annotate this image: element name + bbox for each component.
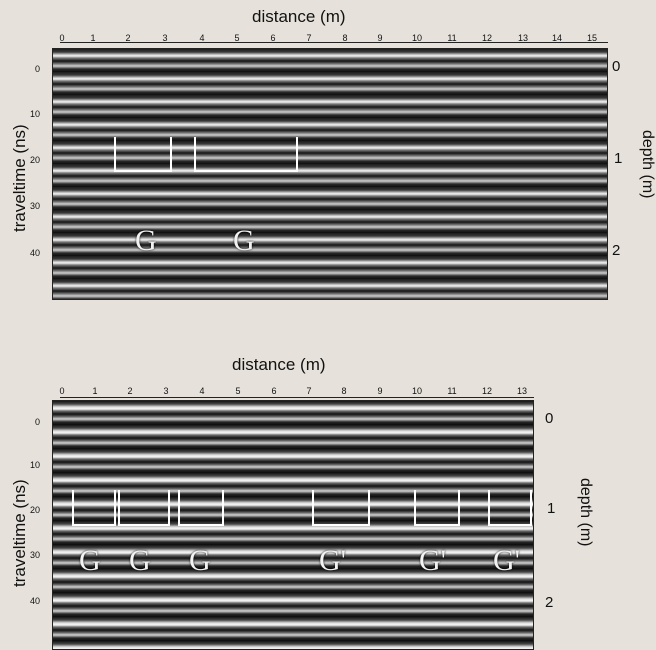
- x-tick-label: 10: [411, 33, 423, 43]
- x-tick-label: 12: [481, 386, 493, 396]
- x-tick-label: 3: [162, 33, 168, 43]
- grave-label: G: [233, 224, 255, 257]
- grave-label: G': [319, 544, 347, 577]
- grave-markers-bottom: [72, 490, 532, 526]
- grave-marker: [414, 490, 460, 526]
- radargram-top: G G: [52, 48, 608, 300]
- x-tick-label: 0: [59, 33, 65, 43]
- depth-tick-label: 2: [612, 242, 621, 259]
- depth-axis-title: depth (m): [577, 478, 594, 547]
- y-tick-label: 20: [29, 155, 40, 165]
- y-axis-title: traveltime (ns): [10, 124, 29, 232]
- x-tick-label: 3: [163, 386, 169, 396]
- depth-tick-label: 0: [612, 58, 621, 75]
- x-tick-label: 7: [306, 33, 312, 43]
- grave-label: G: [135, 224, 157, 257]
- x-tick-label: 9: [377, 386, 383, 396]
- x-tick-label: 6: [271, 386, 277, 396]
- x-tick-label: 14: [551, 33, 563, 43]
- x-tick-label: 11: [447, 386, 457, 396]
- x-tick-label: 1: [92, 386, 98, 396]
- x-tick-label: 2: [127, 386, 133, 396]
- x-tick-label: 10: [411, 386, 423, 396]
- depth-tick-label: 2: [545, 594, 554, 611]
- x-tick-label: 11: [447, 33, 457, 43]
- x-tick-label: 4: [199, 386, 205, 396]
- depth-tick-label: 1: [547, 500, 556, 517]
- y-tick-label: 30: [29, 550, 40, 560]
- x-tick-label: 13: [516, 386, 528, 396]
- grave-label: G': [419, 544, 447, 577]
- grave-label: G: [79, 544, 101, 577]
- y-tick-label: 40: [29, 248, 40, 258]
- grave-marker: [488, 490, 532, 526]
- grave-marker: [312, 490, 370, 526]
- y-tick-label: 0: [34, 64, 40, 74]
- depth-tick-label: 1: [614, 150, 623, 167]
- y-tick-label: 0: [34, 417, 40, 427]
- x-tick-label: 15: [586, 33, 598, 43]
- grave-markers-top: [114, 137, 298, 172]
- y-axis-title: traveltime (ns): [10, 479, 29, 587]
- x-tick-label: 1: [90, 33, 96, 43]
- x-tick-label: 8: [341, 386, 347, 396]
- y-tick-label: 20: [29, 505, 40, 515]
- x-tick-label: 6: [270, 33, 276, 43]
- grave-label: G': [493, 544, 521, 577]
- x-tick-label: 13: [517, 33, 529, 43]
- x-tick-label: 0: [59, 386, 65, 396]
- grave-label: G: [129, 544, 151, 577]
- x-tick-label: 2: [125, 33, 131, 43]
- x-tick-label: 4: [199, 33, 205, 43]
- x-axis-line: [60, 391, 534, 398]
- grave-marker: [194, 137, 298, 172]
- depth-tick-label: 0: [545, 410, 554, 427]
- x-axis-title: distance (m): [252, 7, 346, 26]
- y-tick-label: 10: [29, 460, 40, 470]
- x-tick-label: 5: [235, 386, 241, 396]
- x-tick-label: 9: [377, 33, 383, 43]
- depth-axis-title: depth (m): [639, 130, 656, 199]
- y-tick-label: 10: [29, 109, 40, 119]
- grave-marker: [178, 490, 224, 526]
- grave-marker: [118, 490, 170, 526]
- radargram-bottom: G G G G' G' G': [52, 400, 534, 650]
- grave-label: G: [189, 544, 211, 577]
- grave-marker: [114, 137, 172, 172]
- x-tick-label: 12: [481, 33, 493, 43]
- x-axis-title: distance (m): [232, 355, 326, 374]
- x-tick-label: 8: [342, 33, 348, 43]
- y-tick-label: 30: [29, 201, 40, 211]
- x-tick-label: 5: [234, 33, 240, 43]
- x-axis-line: [60, 36, 608, 43]
- y-tick-label: 40: [29, 596, 40, 606]
- x-tick-label: 7: [306, 386, 312, 396]
- grave-marker: [72, 490, 116, 526]
